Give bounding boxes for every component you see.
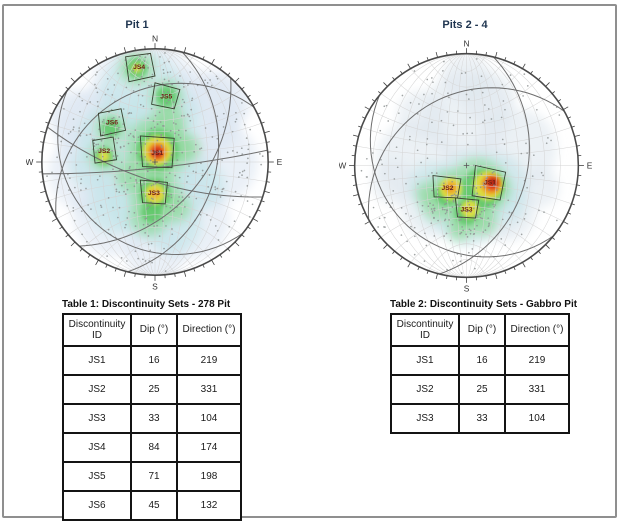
set-window-label: JS3 (148, 190, 160, 197)
table-cell: 174 (176, 432, 242, 463)
great-circles (367, 56, 565, 275)
table-2-caption: Table 2: Discontinuity Sets - Gabbro Pit (390, 299, 578, 310)
table-cell: JS3 (62, 403, 132, 434)
table-cell: JS4 (62, 432, 132, 463)
table-header-cell: Direction (°) (504, 313, 570, 347)
set-window (97, 108, 127, 137)
set-windows: JS1 JS2 JS3 (432, 164, 507, 219)
set-window (139, 179, 168, 205)
set-window-label: JS6 (106, 120, 118, 127)
discontinuity-table-2: Discontinuity ID Dip (°) Direction (°) JS1 1… (390, 313, 570, 434)
table-row: JS6 45 132 (62, 490, 242, 521)
table-cell: 198 (176, 461, 242, 492)
compass-label-west: W (26, 157, 33, 167)
table-header-cell: Direction (°) (176, 313, 242, 347)
table-cell: 132 (176, 490, 242, 521)
center-cross-icon (152, 159, 158, 165)
set-window-label: JS1 (484, 180, 496, 187)
set-window (471, 164, 507, 201)
table-row: JS1 16 219 (390, 345, 570, 376)
compass-label-east: E (587, 160, 593, 170)
net-interior (354, 53, 579, 278)
table-header-cell: Dip (°) (458, 313, 506, 347)
table-block-2: Table 2: Discontinuity Sets - Gabbro Pit… (390, 299, 577, 434)
set-window-label: JS2 (442, 185, 454, 192)
table-row: JS3 33 104 (62, 403, 242, 434)
great-circle-js6 (79, 77, 232, 247)
stereonet-plot-2: N S E W JS1 JS2 JS3 (339, 38, 593, 293)
scatter-points (46, 52, 264, 272)
set-window-label: JS5 (160, 94, 172, 101)
table-row: JS3 33 104 (390, 403, 570, 434)
table-cell: JS5 (62, 461, 132, 492)
set-window-label: JS2 (98, 148, 110, 155)
table-cell: 84 (130, 432, 178, 463)
set-window-label: JS1 (151, 150, 163, 157)
table-cell: 33 (458, 403, 506, 434)
set-window (125, 52, 156, 83)
great-circle-js5 (47, 126, 263, 198)
set-window (92, 136, 118, 164)
set-window (151, 82, 181, 110)
compass-label-north: N (152, 33, 158, 43)
table-cell: 71 (130, 461, 178, 492)
table-row: JS1 16 219 (62, 345, 242, 376)
table-cell: 219 (504, 345, 570, 376)
table-cell: JS2 (390, 374, 460, 405)
table-cell: 45 (130, 490, 178, 521)
table-cell: 219 (176, 345, 242, 376)
net-interior (41, 48, 269, 276)
set-window (454, 197, 480, 219)
compass-label-south: S (152, 281, 158, 291)
tick-marks (349, 48, 584, 283)
table-cell: JS3 (390, 403, 460, 434)
table-row: JS2 25 331 (62, 374, 242, 405)
compass-label-south: S (464, 283, 470, 293)
stereonet-title-2: Pits 2 - 4 (442, 19, 488, 31)
table-header-cell: Discontinuity ID (62, 313, 132, 347)
discontinuity-table-1: Discontinuity ID Dip (°) Direction (°) JS1 1… (62, 313, 242, 521)
table-cell: 16 (130, 345, 178, 376)
table-row: JS2 25 331 (390, 374, 570, 405)
compass-label-east: E (277, 157, 283, 167)
table-cell: JS2 (62, 374, 132, 405)
table-block-1: Table 1: Discontinuity Sets - 278 Pit Di… (62, 299, 242, 521)
center-cross-icon (463, 162, 470, 169)
great-circle-js3 (127, 51, 220, 273)
table-row: JS5 71 198 (62, 461, 242, 492)
table-header-cell: Discontinuity ID (390, 313, 460, 347)
table-cell: 331 (176, 374, 242, 405)
set-windows: JS4 JS5 JS6 JS2 JS1 JS3 (92, 52, 181, 205)
great-circle-js2 (55, 82, 255, 217)
set-window-label: JS3 (461, 206, 473, 213)
table-cell: JS6 (62, 490, 132, 521)
table-1-caption: Table 1: Discontinuity Sets - 278 Pit (62, 299, 231, 310)
compass-label-west: W (339, 160, 346, 170)
compass-label-north: N (463, 38, 469, 48)
table-header-cell: Dip (°) (130, 313, 178, 347)
great-circle-js1 (57, 90, 244, 255)
table-row: JS4 84 174 (62, 432, 242, 463)
table-cell: 16 (458, 345, 506, 376)
stereonet-plot-1: N S E W JS4 JS5 JS6 JS2 JS1 JS3 (26, 33, 283, 291)
set-window (139, 135, 175, 169)
table-cell: 33 (130, 403, 178, 434)
set-window-label: JS4 (133, 64, 145, 71)
table-cell: JS1 (390, 345, 460, 376)
great-circle-js4 (42, 149, 268, 175)
table-cell: 104 (504, 403, 570, 434)
table-cell: 25 (130, 374, 178, 405)
stereonet-title-1: Pit 1 (125, 19, 149, 31)
table-cell: 104 (176, 403, 242, 434)
great-circles (42, 51, 268, 273)
table-cell: 25 (458, 374, 506, 405)
great-circle-js3 (439, 56, 530, 275)
tick-marks (36, 43, 274, 281)
great-circle-js2 (367, 87, 565, 220)
great-circle-js1 (369, 94, 554, 258)
table-cell: JS1 (62, 345, 132, 376)
table-cell: 331 (504, 374, 570, 405)
